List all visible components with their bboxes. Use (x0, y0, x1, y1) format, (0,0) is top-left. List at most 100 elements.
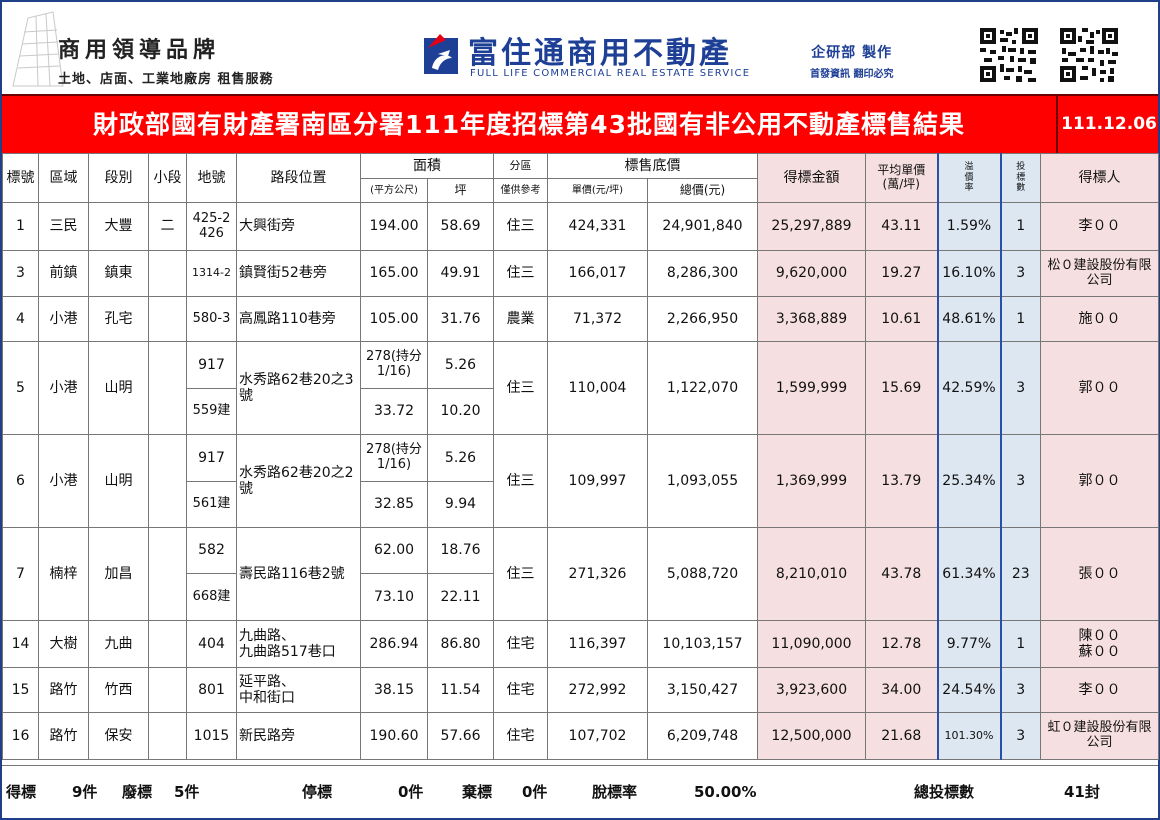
cell-zone: 住三 (493, 527, 548, 621)
summary-footer: 得標 9件 廢標 5件 停標 0件 棄標 0件 脫標率 50.00% 總投標數 … (2, 765, 1158, 819)
cell-premium: 25.34% (936, 434, 1002, 528)
cell-winner: 李００ (1040, 202, 1159, 251)
cell-unit-price: 107,702 (547, 712, 648, 760)
company-english-name: FULL LIFE COMMERCIAL REAL ESTATE SERVICE (470, 68, 751, 79)
cell-lot: 917 (186, 341, 237, 389)
cell-winning-amount: 1,599,999 (757, 341, 866, 435)
cell-lot: 1015 (186, 712, 237, 760)
cell-bids: 3 (1000, 667, 1041, 713)
research-block: 企研部 製作 首發資訊 翻印必究 (810, 42, 893, 80)
header-no: 標號 (2, 153, 39, 203)
won-value: 9件 (72, 783, 98, 801)
cell-area-ping: 86.80 (427, 620, 494, 668)
cell-section: 山明 (88, 434, 149, 528)
cell-location: 水秀路62巷20之2號 (236, 434, 361, 528)
cell-section: 孔宅 (88, 296, 149, 342)
cell-district: 前鎮 (38, 250, 89, 297)
cell-winner: 陳００ 蘇００ (1040, 620, 1159, 668)
cell-bids: 3 (1000, 434, 1041, 528)
cell-premium: 16.10% (936, 250, 1002, 297)
rate-label: 脫標率 (592, 783, 638, 801)
cell-area-m2: 38.15 (360, 667, 428, 713)
table-row: 15 路竹 竹西 801 延平路、 中和街口 38.15 11.54 住宅 27… (2, 667, 1159, 713)
cell-lot: 582 (186, 527, 237, 574)
header-area-ping: 坪 (427, 178, 494, 203)
cell-area-m2: 62.00 (360, 527, 428, 574)
cell-bids: 3 (1000, 250, 1041, 297)
table-row: 668建 73.10 22.11 (3, 573, 1159, 621)
abandoned-value: 0件 (522, 783, 548, 801)
cell-zone: 農業 (493, 296, 548, 342)
cell-no: 3 (2, 250, 39, 297)
cell-lot: 561建 (186, 481, 237, 528)
results-table: 標號 區域 段別 小段 地號 路段位置 面積 分區 標售底價 得標金額 平均單價… (2, 153, 1159, 760)
cell-winning-amount: 1,369,999 (757, 434, 866, 528)
building-watermark-icon (12, 11, 64, 87)
cell-unit-price: 166,017 (547, 250, 648, 297)
cell-area-m2: 194.00 (360, 202, 428, 251)
cell-subsection (148, 712, 187, 760)
cell-avg-unit: 43.11 (865, 202, 938, 251)
header-subsection: 小段 (148, 153, 187, 203)
cell-area-m2: 32.85 (360, 481, 428, 528)
cell-area-m2: 278(持分1/16) (360, 434, 428, 482)
cell-winning-amount: 8,210,010 (757, 527, 866, 621)
stopped-label: 停標 (302, 783, 333, 801)
brand-block: 商用領導品牌 土地、店面、工業地廠房 租售服務 (58, 32, 274, 87)
cell-subsection (148, 341, 187, 435)
cell-district: 楠梓 (38, 527, 89, 621)
header-district: 區域 (38, 153, 89, 203)
qr-code-icon (980, 28, 1038, 82)
cell-avg-unit: 19.27 (865, 250, 938, 297)
cell-location: 鎮賢街52巷旁 (236, 250, 361, 297)
cell-section: 鎮東 (88, 250, 149, 297)
cell-area-ping: 22.11 (427, 573, 494, 621)
cell-bids: 3 (1000, 712, 1041, 760)
cell-area-ping: 31.76 (427, 296, 494, 342)
company-name: 富住通商用不動產 (468, 36, 732, 71)
cell-subsection (148, 434, 187, 528)
cell-total-price: 5,088,720 (647, 527, 758, 621)
cell-no: 16 (2, 712, 39, 760)
cell-district: 三民 (38, 202, 89, 251)
research-title: 企研部 製作 (811, 45, 893, 61)
cell-no: 1 (2, 202, 39, 251)
brand-subtitle: 土地、店面、工業地廠房 租售服務 (58, 72, 274, 87)
cell-area-ping: 57.66 (427, 712, 494, 760)
cell-location: 延平路、 中和街口 (236, 667, 361, 713)
table-row: 559建 33.72 10.20 (3, 388, 1159, 435)
cell-winning-amount: 12,500,000 (757, 712, 866, 760)
table-row: 14 大樹 九曲 404 九曲路、 九曲路517巷口 286.94 86.80 … (2, 620, 1159, 668)
header-winning-amount: 得標金額 (757, 153, 866, 203)
cell-unit-price: 116,397 (547, 620, 648, 668)
page-header: 商用領導品牌 土地、店面、工業地廠房 租售服務 富住通商用不動產 FULL LI… (2, 2, 1158, 94)
failed-value: 5件 (174, 783, 200, 801)
cell-premium: 61.34% (936, 527, 1002, 621)
failed-label: 廢標 (122, 783, 153, 801)
header-zone: 分區 (493, 153, 548, 179)
banner-title: 財政部國有財產署南區分署111年度招標第43批國有非公用不動產標售結果 (93, 110, 965, 139)
brand-title: 商用領導品牌 (58, 38, 221, 63)
won-label: 得標 (6, 783, 37, 801)
cell-area-ping: 49.91 (427, 250, 494, 297)
cell-lot: 917 (186, 434, 237, 482)
cell-area-ping: 58.69 (427, 202, 494, 251)
cell-area-ping: 5.26 (427, 434, 494, 482)
cell-premium: 101.30% (936, 712, 1002, 760)
cell-district: 小港 (38, 434, 89, 528)
cell-area-ping: 5.26 (427, 341, 494, 389)
stopped-value: 0件 (398, 783, 424, 801)
cell-no: 14 (2, 620, 39, 668)
research-subtitle: 首發資訊 翻印必究 (810, 69, 894, 80)
cell-zone: 住三 (493, 202, 548, 251)
cell-section: 山明 (88, 341, 149, 435)
cell-area-m2: 73.10 (360, 573, 428, 621)
cell-winning-amount: 11,090,000 (757, 620, 866, 668)
cell-total-price: 6,209,748 (647, 712, 758, 760)
cell-unit-price: 272,992 (547, 667, 648, 713)
cell-zone: 住三 (493, 250, 548, 297)
cell-winner: 郭００ (1040, 434, 1159, 528)
cell-winning-amount: 25,297,889 (757, 202, 866, 251)
cell-premium: 9.77% (936, 620, 1002, 668)
